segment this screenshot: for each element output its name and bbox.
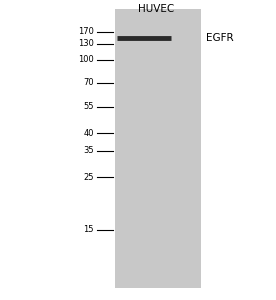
Text: 130: 130 xyxy=(78,39,94,48)
Bar xyxy=(115,9,201,288)
Text: 55: 55 xyxy=(83,102,94,111)
Text: 35: 35 xyxy=(83,146,94,155)
Text: 15: 15 xyxy=(83,225,94,234)
Text: 170: 170 xyxy=(78,27,94,36)
Text: 70: 70 xyxy=(83,78,94,87)
Text: 40: 40 xyxy=(83,129,94,138)
Text: 100: 100 xyxy=(78,56,94,64)
Text: EGFR: EGFR xyxy=(206,33,233,43)
Text: 25: 25 xyxy=(83,172,94,182)
Text: HUVEC: HUVEC xyxy=(138,4,174,14)
